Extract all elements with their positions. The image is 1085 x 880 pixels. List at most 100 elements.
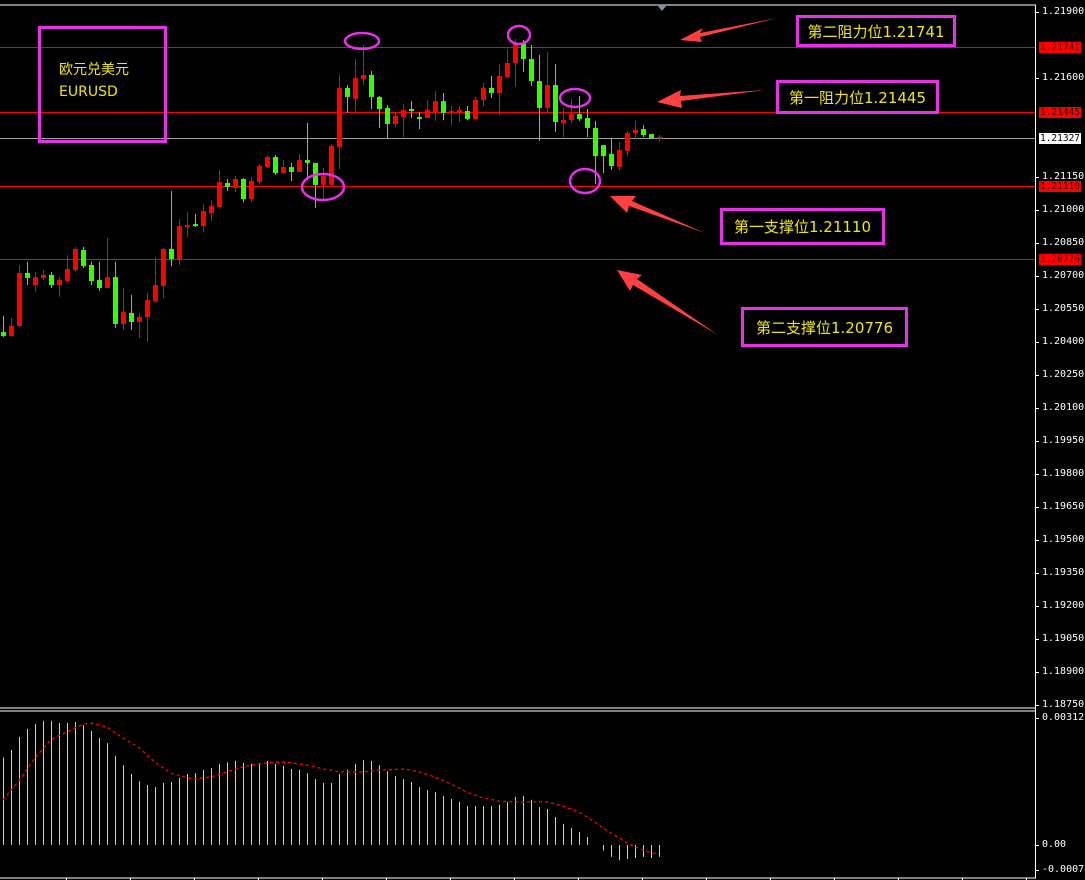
chart-shift-marker-icon[interactable] bbox=[657, 5, 667, 11]
symbol-name-cn: 欧元兑美元 bbox=[59, 62, 129, 78]
candle-bull bbox=[209, 206, 214, 214]
arrow-icon bbox=[680, 18, 777, 42]
candle-bear bbox=[369, 74, 374, 97]
candle-bull bbox=[73, 248, 78, 271]
candle-bull bbox=[625, 133, 630, 152]
candle-bull bbox=[145, 299, 150, 317]
time-axis-ticks bbox=[66, 878, 1027, 880]
support-1-label: 第一支撑位1.21110 bbox=[720, 208, 885, 245]
price-tick-label: 1.19650 bbox=[1042, 501, 1085, 512]
candle-bear bbox=[537, 81, 542, 108]
candle-bear bbox=[89, 265, 94, 282]
price-tick-label: 1.18750 bbox=[1042, 699, 1085, 710]
candle-bull bbox=[561, 120, 566, 124]
candle-bear bbox=[289, 167, 294, 172]
candle-bull bbox=[393, 116, 398, 124]
candle-bear bbox=[345, 87, 350, 97]
candle-bear bbox=[81, 250, 86, 267]
candle-bull bbox=[297, 160, 302, 172]
macd-tick-label: -0.000785 bbox=[1042, 864, 1085, 875]
candle-bear bbox=[489, 87, 494, 93]
price-tick-label: 1.19500 bbox=[1042, 534, 1085, 545]
highlight-circle bbox=[568, 167, 602, 195]
candle-bear bbox=[441, 101, 446, 113]
bid-price-tag: 1.21327 bbox=[1039, 132, 1081, 144]
resistance-1-label: 第一阻力位1.21445 bbox=[776, 80, 939, 114]
price-tick-label: 1.20250 bbox=[1042, 369, 1085, 380]
highlight-circle bbox=[506, 24, 532, 46]
candle-bull bbox=[633, 129, 638, 133]
candle-bull bbox=[513, 43, 518, 64]
price-tick-label: 1.20100 bbox=[1042, 402, 1085, 413]
candle-bear bbox=[273, 156, 278, 174]
candle-bear bbox=[113, 277, 118, 324]
level-price-tag: 1.21741 bbox=[1039, 41, 1081, 53]
candle-bear bbox=[585, 118, 590, 128]
candle-bull bbox=[185, 224, 190, 227]
price-tick-label: 1.19350 bbox=[1042, 567, 1085, 578]
candle-bull bbox=[217, 182, 222, 207]
candle-bear bbox=[601, 145, 606, 157]
macd-tick-label: 0.003121 bbox=[1042, 712, 1085, 723]
candle-bull bbox=[105, 277, 110, 289]
candle-bull bbox=[233, 178, 238, 188]
candle-bull bbox=[425, 109, 430, 119]
candle-bear bbox=[641, 129, 646, 135]
candle-bear bbox=[529, 59, 534, 82]
candle-bull bbox=[177, 226, 182, 260]
candle-bear bbox=[1, 332, 6, 337]
candle-bull bbox=[65, 268, 70, 282]
price-tick-label: 1.20400 bbox=[1042, 336, 1085, 347]
candle-bear bbox=[553, 85, 558, 122]
level-price-tag: 1.20776 bbox=[1039, 253, 1081, 265]
price-tick-label: 1.20700 bbox=[1042, 270, 1085, 281]
level-price-tag: 1.21110 bbox=[1039, 180, 1081, 192]
candle-bull bbox=[337, 87, 342, 148]
candle-bull bbox=[449, 111, 454, 113]
candle-bull bbox=[457, 109, 462, 113]
candle-bear bbox=[25, 272, 30, 278]
candle-bear bbox=[385, 107, 390, 124]
candle-bear bbox=[409, 109, 414, 111]
candle-bear bbox=[649, 134, 654, 139]
candle-bull bbox=[257, 166, 262, 183]
price-tick-label: 1.19800 bbox=[1042, 468, 1085, 479]
price-tick-label: 1.19200 bbox=[1042, 600, 1085, 611]
candle-bear bbox=[241, 178, 246, 199]
chart-frame bbox=[0, 4, 1036, 879]
candle-bear bbox=[377, 96, 382, 110]
price-tick-label: 1.19950 bbox=[1042, 435, 1085, 446]
candle-bull bbox=[505, 63, 510, 77]
arrow-icon bbox=[610, 196, 705, 233]
candle-bear bbox=[225, 182, 230, 187]
support-2-label: 第二支撑位1.20776 bbox=[741, 307, 908, 347]
candle-bull bbox=[401, 109, 406, 117]
candle-bull bbox=[161, 248, 166, 286]
price-tick-label: 1.18900 bbox=[1042, 666, 1085, 677]
symbol-name: EURUSD bbox=[59, 84, 118, 100]
candles bbox=[1, 39, 662, 342]
candle-bear bbox=[465, 111, 470, 119]
arrow-icon bbox=[657, 90, 765, 108]
level-price-tag: 1.21445 bbox=[1039, 106, 1081, 118]
candle-bear bbox=[577, 114, 582, 119]
resistance-2-label: 第二阻力位1.21741 bbox=[796, 15, 956, 47]
candle-bear bbox=[305, 160, 310, 163]
candle-bull bbox=[153, 285, 158, 302]
symbol-label-box: 欧元兑美元 EURUSD bbox=[38, 26, 167, 143]
candle-bull bbox=[201, 211, 206, 227]
price-tick-label: 1.21150 bbox=[1042, 171, 1085, 182]
price-tick-label: 1.21000 bbox=[1042, 204, 1085, 215]
price-tick-label: 1.21900 bbox=[1042, 6, 1085, 17]
candle-bear bbox=[49, 274, 54, 286]
candle-bear bbox=[97, 279, 102, 289]
highlight-circle bbox=[343, 31, 381, 51]
candle-bull bbox=[473, 100, 478, 119]
highlight-circle bbox=[300, 172, 346, 202]
candle-bull bbox=[57, 279, 62, 286]
candle-bull bbox=[137, 316, 142, 322]
price-tick-label: 1.19050 bbox=[1042, 633, 1085, 644]
candle-bear bbox=[417, 116, 422, 119]
highlight-circle bbox=[558, 87, 592, 109]
